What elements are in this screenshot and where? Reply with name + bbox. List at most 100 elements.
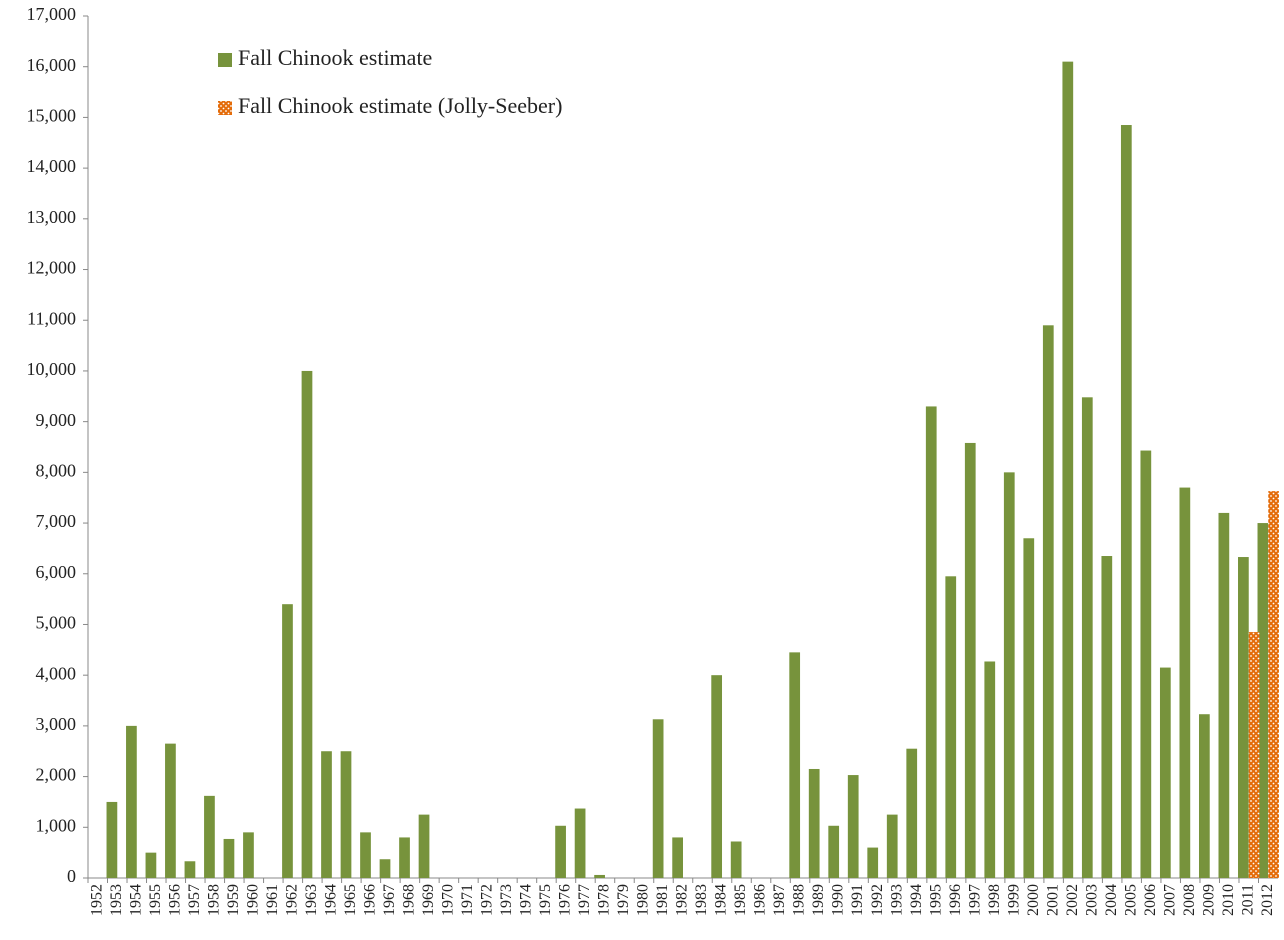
x-tick-label: 1960 — [244, 884, 261, 916]
bar — [379, 859, 391, 878]
bar — [126, 725, 137, 878]
bar — [184, 861, 196, 878]
x-tick-label: 1992 — [869, 884, 886, 916]
bar — [1257, 523, 1269, 878]
bar — [165, 743, 176, 878]
x-tick-label: 1982 — [674, 884, 691, 916]
bar — [964, 442, 976, 878]
x-tick-label: 1958 — [205, 884, 222, 916]
y-tick-label: 4,000 — [36, 663, 77, 683]
bar — [1159, 667, 1171, 878]
x-tick-label: 1993 — [888, 884, 905, 916]
y-tick-label: 1,000 — [36, 815, 77, 835]
x-tick-label: 1989 — [810, 884, 827, 916]
y-tick-label: 16,000 — [27, 55, 77, 75]
x-tick-label: 2000 — [1025, 884, 1042, 916]
bar — [1081, 397, 1093, 878]
bar — [145, 852, 157, 878]
bar — [867, 847, 879, 878]
x-tick-label: 2002 — [1064, 884, 1081, 916]
y-tick-label: 14,000 — [27, 156, 77, 176]
bar — [730, 841, 742, 878]
bar — [555, 825, 566, 878]
x-tick-label: 1970 — [440, 884, 457, 916]
x-tick-label: 1971 — [459, 884, 476, 916]
x-tick-label: 2007 — [1161, 884, 1178, 916]
legend-label: Fall Chinook estimate (Jolly-Seeber) — [238, 93, 562, 118]
x-tick-label: 2012 — [1259, 884, 1276, 916]
bar — [360, 832, 371, 878]
y-tick-label: 11,000 — [27, 308, 76, 328]
x-tick-label: 1985 — [732, 884, 749, 916]
x-tick-label: 1980 — [635, 884, 652, 916]
x-tick-label: 1979 — [615, 884, 632, 916]
x-tick-label: 1978 — [596, 884, 613, 916]
x-tick-label: 2004 — [1103, 884, 1120, 916]
y-tick-label: 5,000 — [36, 613, 77, 633]
bar — [574, 808, 586, 878]
legend-swatch — [218, 101, 232, 115]
x-tick-label: 2008 — [1181, 884, 1198, 916]
bar — [1062, 61, 1074, 878]
x-tick-label: 1988 — [791, 884, 808, 916]
x-tick-label: 1957 — [186, 884, 203, 916]
x-tick-label: 1956 — [166, 884, 183, 916]
bar — [399, 837, 410, 878]
bar — [945, 576, 957, 878]
y-tick-label: 17,000 — [27, 4, 77, 24]
x-tick-label: 1987 — [771, 884, 788, 916]
x-tick-label: 1954 — [127, 884, 144, 916]
bar — [1198, 714, 1210, 878]
x-tick-label: 1961 — [264, 884, 281, 916]
bar — [418, 814, 430, 878]
x-tick-label: 1963 — [303, 884, 320, 916]
x-tick-label: 2003 — [1083, 884, 1100, 916]
bar — [594, 874, 605, 878]
x-tick-label: 1965 — [342, 884, 359, 916]
y-tick-label: 8,000 — [36, 460, 77, 480]
y-tick-label: 13,000 — [27, 207, 77, 227]
bar — [301, 370, 313, 878]
bar — [204, 795, 215, 878]
bar — [1042, 325, 1054, 878]
x-tick-label: 1997 — [966, 884, 983, 916]
bar — [886, 814, 898, 878]
y-tick-label: 6,000 — [36, 562, 77, 582]
y-tick-label: 3,000 — [36, 714, 77, 734]
bar — [1120, 125, 1132, 879]
y-tick-label: 10,000 — [27, 359, 77, 379]
legend-swatch — [218, 53, 232, 67]
x-tick-label: 1977 — [576, 884, 593, 916]
bar — [1268, 491, 1279, 878]
bar — [106, 801, 118, 878]
bar — [243, 832, 254, 878]
x-tick-label: 1968 — [401, 884, 418, 916]
x-tick-label: 1955 — [147, 884, 164, 916]
y-tick-label: 9,000 — [36, 410, 77, 430]
bar — [282, 604, 293, 878]
bar — [925, 406, 937, 878]
x-tick-label: 1990 — [830, 884, 847, 916]
x-tick-label: 1994 — [908, 884, 925, 916]
bar — [1003, 472, 1015, 878]
bar — [847, 775, 859, 878]
bar — [828, 825, 840, 878]
y-tick-label: 7,000 — [36, 511, 77, 531]
bar — [789, 652, 801, 878]
bar — [340, 751, 352, 878]
x-tick-label: 1996 — [947, 884, 964, 916]
bar — [672, 837, 683, 878]
x-tick-label: 1973 — [498, 884, 515, 916]
x-tick-label: 1967 — [381, 884, 398, 916]
y-tick-label: 12,000 — [27, 258, 77, 278]
x-tick-label: 2010 — [1220, 884, 1237, 916]
x-tick-label: 2006 — [1142, 884, 1159, 916]
bar — [1179, 487, 1191, 878]
bar — [652, 719, 664, 878]
x-tick-label: 1972 — [479, 884, 496, 916]
x-tick-label: 1966 — [362, 884, 379, 916]
bar — [1238, 557, 1249, 878]
x-tick-label: 1962 — [284, 884, 301, 916]
y-tick-label: 2,000 — [36, 765, 77, 785]
